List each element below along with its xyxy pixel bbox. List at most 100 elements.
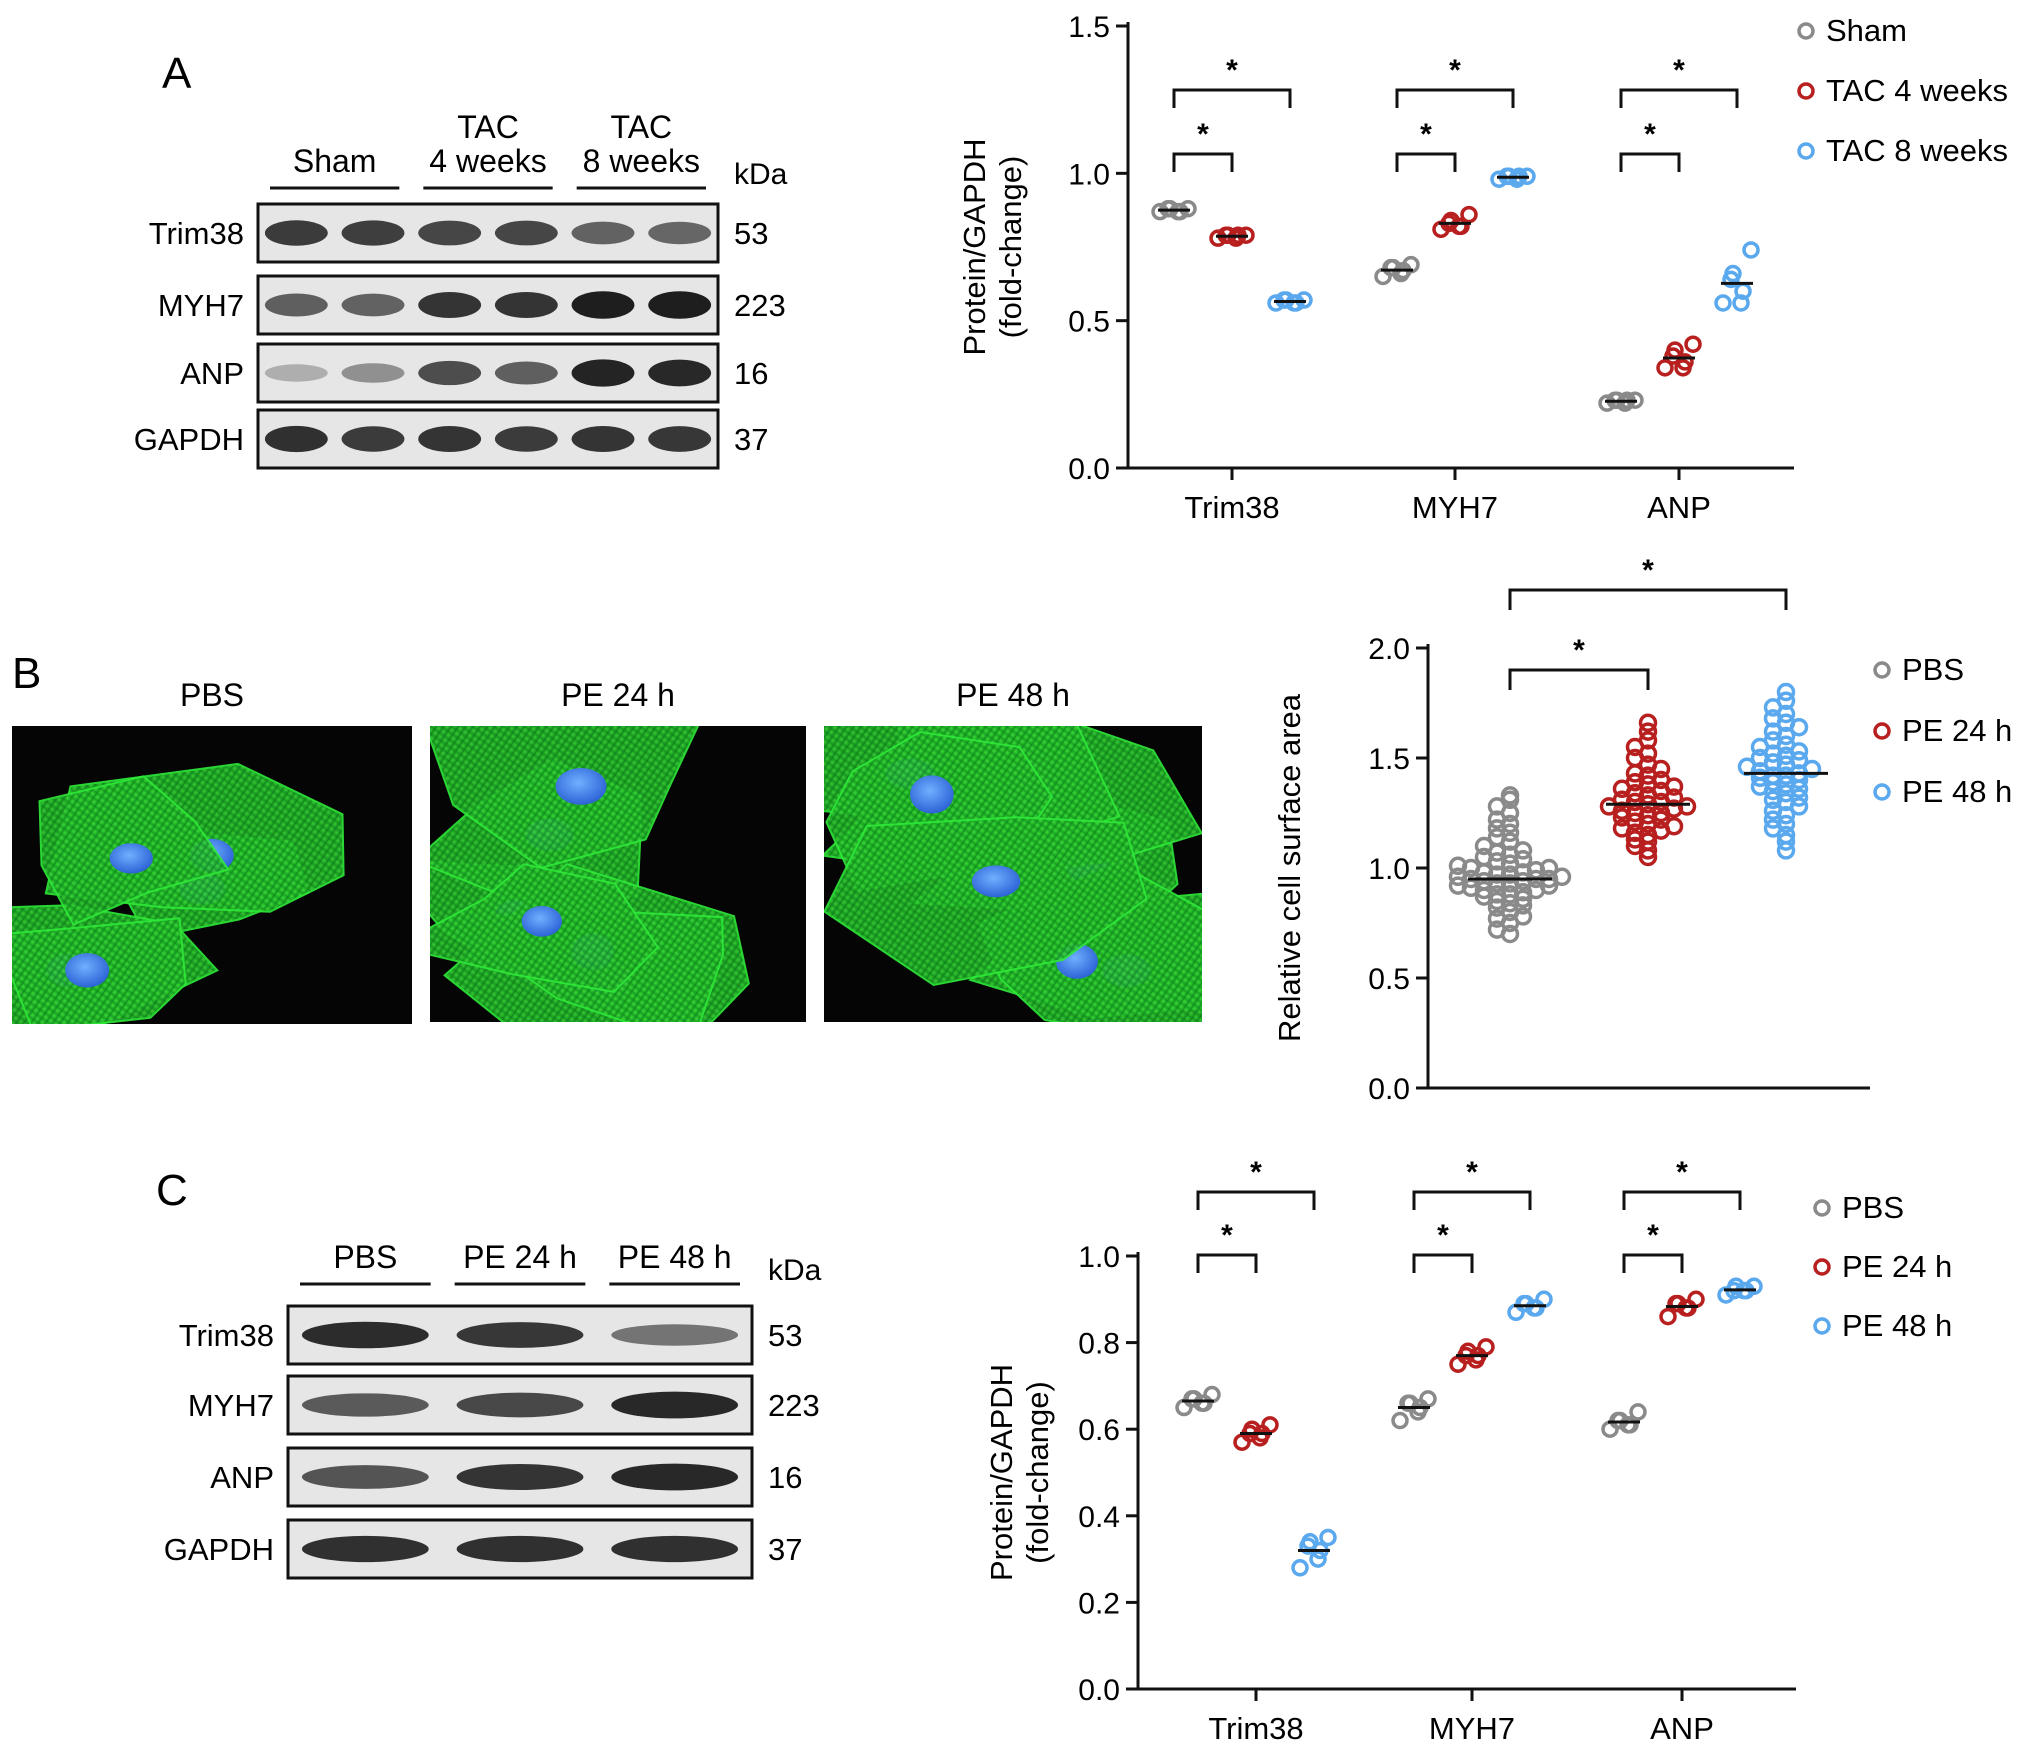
y-tick-label: 0.4 — [1078, 1501, 1120, 1534]
blot-row-label: ANP — [210, 1460, 274, 1495]
data-point-pe-24-h — [1449, 1355, 1467, 1373]
legend-marker-sham — [1797, 22, 1815, 40]
x-tick-label-trim38: Trim38 — [1208, 1711, 1303, 1744]
x-tick-label-anp: ANP — [1647, 490, 1711, 525]
significance-bracket — [1196, 1253, 1258, 1273]
blot-band — [494, 220, 558, 246]
legend-label-pbs: PBS — [1902, 652, 1964, 687]
data-point-pbs — [1419, 1390, 1437, 1408]
y-tick-label: 0.5 — [1368, 963, 1410, 996]
data-point-tac-8-weeks — [1490, 170, 1508, 188]
blot-band — [341, 293, 405, 317]
blot-band — [571, 221, 635, 245]
significance-star: * — [1466, 1156, 1478, 1189]
nucleus — [65, 953, 110, 988]
blot-kda-value: 37 — [734, 422, 768, 457]
blot-row-label: Trim38 — [179, 1318, 274, 1353]
micrograph-cells — [12, 762, 345, 1024]
significance-star: * — [1676, 1156, 1688, 1189]
western-blot-c: PBS PE 24 h PE 48 h kDa Trim38 53 MYH7 223 ANP 16… — [164, 1239, 822, 1580]
data-point-tac-4-weeks — [1442, 211, 1460, 230]
cardiomyocyte-cell — [824, 816, 1148, 987]
data-point-pe-24-h — [1243, 1420, 1261, 1438]
x-tick-label-trim38: Trim38 — [1184, 490, 1279, 525]
y-tick-label: 1.0 — [1068, 158, 1110, 191]
data-point-pe-48-h — [1763, 722, 1783, 741]
significance-star: * — [1437, 1219, 1449, 1252]
data-point-sham — [1598, 394, 1616, 412]
y-tick-label: 2.0 — [1368, 633, 1410, 666]
chart-a-protein-levels: 0.0 0.5 1.0 1.5 Protein/GAPDH (fold-change) Tr… — [957, 11, 2008, 525]
significance-bracket — [1619, 152, 1681, 172]
data-point-pe-48-h — [1309, 1550, 1327, 1568]
data-point-pbs — [1448, 856, 1468, 876]
data-point-pe-24-h — [1669, 1294, 1687, 1313]
significance-star: * — [1420, 118, 1432, 151]
data-point-pbs — [1513, 841, 1533, 860]
blot-band — [341, 363, 405, 383]
legend-marker-pe-48-h — [1813, 1317, 1831, 1335]
data-point-tac-8-weeks — [1714, 294, 1732, 312]
data-point-tac-8-weeks — [1742, 241, 1760, 259]
blot-row-label: GAPDH — [134, 422, 244, 457]
legend-label-sham: Sham — [1826, 13, 1907, 48]
blot-band — [301, 1393, 429, 1417]
significance-star: * — [1250, 1156, 1262, 1189]
blot-band — [456, 1392, 584, 1418]
legend-label-pe-48-h: PE 48 h — [1902, 774, 2012, 809]
data-point-pe-48-h — [1776, 832, 1796, 851]
blot-band — [571, 425, 635, 453]
blot-band — [571, 291, 635, 319]
blot-group-label: Sham — [293, 143, 377, 179]
legend-label-pbs: PBS — [1842, 1190, 1904, 1225]
blot-kda-value: 53 — [768, 1318, 802, 1353]
micrograph-label: PE 48 h — [956, 677, 1070, 713]
data-point-pe-24-h — [1233, 1433, 1251, 1451]
x-tick-label-anp: ANP — [1650, 1711, 1714, 1744]
significance-bracket — [1172, 152, 1234, 172]
blot-kda-value: 53 — [734, 216, 768, 251]
blot-band — [494, 361, 558, 385]
significance-star: * — [1226, 54, 1238, 87]
blot-strip — [256, 408, 720, 470]
significance-bracket — [1619, 88, 1739, 108]
y-axis-label: Relative cell surface area — [1272, 693, 1307, 1042]
blot-band — [341, 220, 405, 246]
legend-marker-pe-24-h — [1813, 1258, 1831, 1276]
blot-kda-value: 16 — [768, 1460, 802, 1495]
y-tick-label: 0.2 — [1078, 1587, 1120, 1620]
legend-label-pe-24-h: PE 24 h — [1842, 1249, 1952, 1284]
significance-bracket — [1508, 668, 1650, 690]
nucleus — [555, 767, 607, 805]
blot-band — [494, 426, 558, 452]
blot-band — [301, 1535, 429, 1563]
significance-bracket — [1395, 88, 1515, 108]
blot-band — [456, 1322, 584, 1348]
data-point-pe-48-h — [1776, 691, 1796, 711]
data-point-pe-24-h — [1261, 1416, 1279, 1434]
legend-marker-tac-4-weeks — [1797, 82, 1815, 100]
blot-band — [341, 426, 405, 452]
blot-kda-value: 223 — [768, 1388, 820, 1423]
blot-band — [611, 1391, 739, 1419]
data-point-pbs — [1539, 858, 1559, 878]
data-point-tac-4-weeks — [1684, 335, 1702, 353]
blot-group-label: 4 weeks — [429, 143, 546, 179]
data-point-pe-48-h — [1517, 1294, 1535, 1313]
blot-band — [301, 1465, 429, 1489]
data-point-pe-24-h — [1638, 713, 1658, 733]
data-point-pbs — [1448, 867, 1468, 887]
data-point-pe-48-h — [1301, 1533, 1319, 1551]
significance-bracket — [1412, 1190, 1532, 1210]
y-tick-label: 1.5 — [1368, 743, 1410, 776]
y-tick-label: 0.0 — [1368, 1073, 1410, 1106]
data-point-sham — [1402, 255, 1420, 274]
y-tick-label: 0.0 — [1068, 453, 1110, 486]
y-axis-label-units: (fold-change) — [1020, 1381, 1055, 1564]
blot-group-label: 8 weeks — [583, 143, 700, 179]
data-point-pe-24-h — [1659, 1307, 1677, 1326]
significance-star: * — [1644, 118, 1656, 151]
significance-bracket — [1508, 588, 1788, 610]
blot-group-label: PBS — [333, 1239, 397, 1275]
